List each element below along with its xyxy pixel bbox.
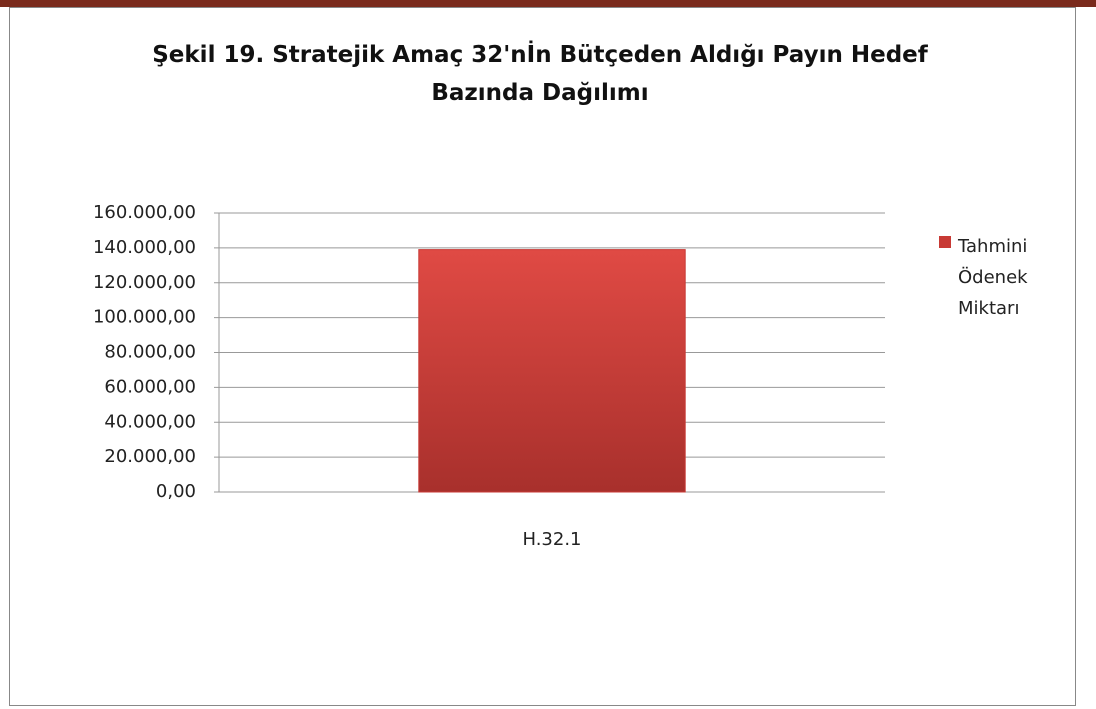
- y-tick-label: 80.000,00: [104, 342, 196, 363]
- y-tick-label: 100.000,00: [93, 307, 196, 328]
- y-tick-label: 20.000,00: [104, 446, 196, 467]
- chart-title: Şekil 19. Stratejik Amaç 32'nİn Bütçeden…: [152, 42, 928, 106]
- legend-swatch: [939, 236, 951, 248]
- y-tick-label: 160.000,00: [93, 202, 196, 223]
- y-tick-label: 120.000,00: [93, 272, 196, 293]
- y-tick-label: 60.000,00: [104, 376, 196, 397]
- y-tick-label: 140.000,00: [93, 237, 196, 258]
- y-tick-label: 0,00: [156, 481, 196, 502]
- legend-label: Tahmini Ödenek Miktarı: [958, 236, 1028, 319]
- y-tick-label: 40.000,00: [104, 411, 196, 432]
- x-tick-label: H.32.1: [522, 529, 581, 550]
- bar: [418, 249, 686, 493]
- top-band: [0, 0, 1096, 7]
